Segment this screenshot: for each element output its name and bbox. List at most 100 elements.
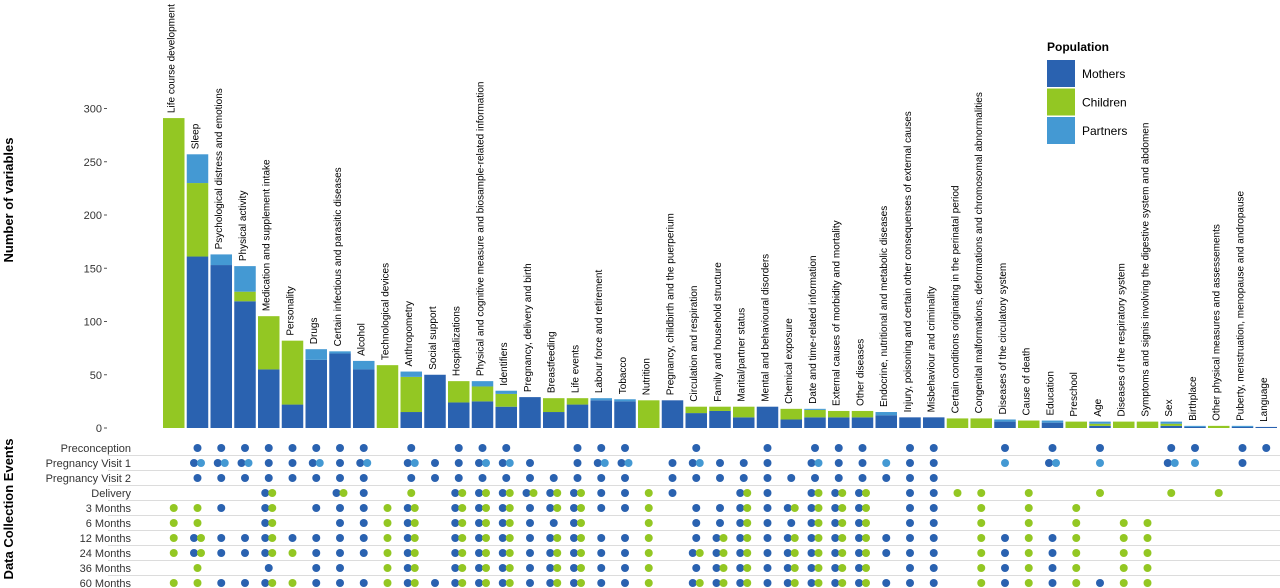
event-dot: [763, 519, 772, 527]
event-dot: [838, 504, 847, 512]
event-dot: [906, 519, 914, 527]
event-dot: [193, 519, 202, 527]
event-dot: [736, 579, 745, 587]
event-dot: [1119, 564, 1128, 572]
event-dot: [814, 519, 823, 527]
event-dot: [929, 459, 938, 467]
event-dot: [811, 474, 819, 482]
event-dot: [241, 579, 249, 587]
event-dot: [790, 579, 799, 587]
event-dot: [312, 534, 321, 542]
category-label: Diseases of the respiratory system: [1117, 263, 1128, 416]
event-dot: [1096, 444, 1104, 452]
event-dot: [763, 459, 772, 467]
event-dot: [261, 489, 270, 497]
event-dot: [763, 504, 772, 512]
bar-segment-mothers: [424, 374, 446, 428]
bar-segment-children: [851, 410, 874, 418]
event-dot: [1024, 534, 1033, 542]
event-dot: [790, 504, 799, 512]
event-dot: [193, 579, 202, 587]
bar-segment-partners: [1089, 421, 1111, 424]
event-dot: [644, 489, 653, 497]
category-label: Mental and behavioural disorders: [760, 254, 771, 402]
y-axis-title: Number of variables: [1, 138, 16, 263]
category-label: Breastfeeding: [547, 331, 558, 393]
event-dot: [526, 579, 534, 587]
event-dot: [549, 519, 558, 527]
bar-segment-children: [804, 409, 826, 418]
legend: Population Mothers Children Partners: [1047, 40, 1127, 144]
event-dot: [719, 534, 728, 542]
event-dot: [906, 504, 914, 512]
bar-segment-children: [566, 398, 589, 405]
event-dot: [190, 549, 198, 557]
event-dot: [190, 459, 198, 467]
category-label: Alcohol: [357, 323, 368, 356]
event-dot: [410, 549, 419, 557]
event-dot: [526, 564, 534, 572]
event-dot: [906, 459, 914, 467]
event-dot: [712, 534, 721, 542]
event-dot: [526, 534, 534, 542]
bar-segment-mothers: [1089, 425, 1111, 428]
event-dot: [1001, 549, 1009, 557]
event-dot: [929, 579, 938, 587]
event-dot: [315, 459, 324, 467]
bar-segment-partners: [804, 408, 826, 410]
event-dot: [906, 444, 914, 452]
dot-row-label: Preconception: [61, 443, 131, 455]
bar-segment-mothers: [709, 410, 731, 428]
event-dot: [553, 504, 562, 512]
event-dot: [451, 534, 460, 542]
event-dot: [688, 549, 697, 557]
event-dot: [264, 564, 273, 572]
event-dot: [410, 459, 419, 467]
event-dot: [241, 534, 249, 542]
event-dot: [526, 519, 534, 527]
event-dot: [763, 474, 772, 482]
event-dot: [1096, 579, 1104, 587]
event-dot: [862, 549, 870, 557]
event-dot: [570, 564, 578, 572]
event-dot: [855, 564, 863, 572]
bar-segment-partners: [186, 154, 209, 184]
category-label: Psychological distress and emotions: [214, 88, 225, 249]
event-dot: [264, 474, 273, 482]
event-dot: [217, 504, 226, 512]
event-dot: [359, 489, 368, 497]
event-dot: [624, 459, 633, 467]
event-dot: [1143, 534, 1152, 542]
bar-segment-mothers: [543, 412, 565, 428]
event-dot: [577, 579, 585, 587]
event-dot: [458, 564, 467, 572]
event-dot: [1072, 534, 1081, 542]
event-dot: [407, 444, 416, 452]
event-dot: [268, 504, 277, 512]
event-dot: [838, 534, 847, 542]
event-dot: [220, 459, 229, 467]
event-dot: [977, 579, 986, 587]
event-dot: [882, 534, 891, 542]
event-dot: [312, 549, 321, 557]
category-label: Congenital malformations, deformations a…: [974, 92, 985, 413]
event-dot: [831, 519, 840, 527]
event-dot: [546, 489, 555, 497]
event-dot: [1024, 504, 1033, 512]
event-dot: [1072, 504, 1081, 512]
event-dot: [522, 489, 531, 497]
bar-segment-mothers: [448, 402, 470, 428]
category-label: Date and time-related information: [808, 255, 819, 403]
event-dot: [169, 549, 178, 557]
event-dot: [763, 444, 772, 452]
category-label: Physical activity: [238, 191, 249, 262]
event-dot: [838, 564, 847, 572]
event-dot: [1191, 459, 1199, 467]
event-dot: [621, 504, 629, 512]
event-dot: [577, 564, 585, 572]
event-dot: [644, 534, 653, 542]
event-dot: [814, 534, 823, 542]
category-label: Technological devices: [380, 263, 391, 360]
event-dot: [403, 579, 412, 587]
event-dot: [838, 519, 847, 527]
